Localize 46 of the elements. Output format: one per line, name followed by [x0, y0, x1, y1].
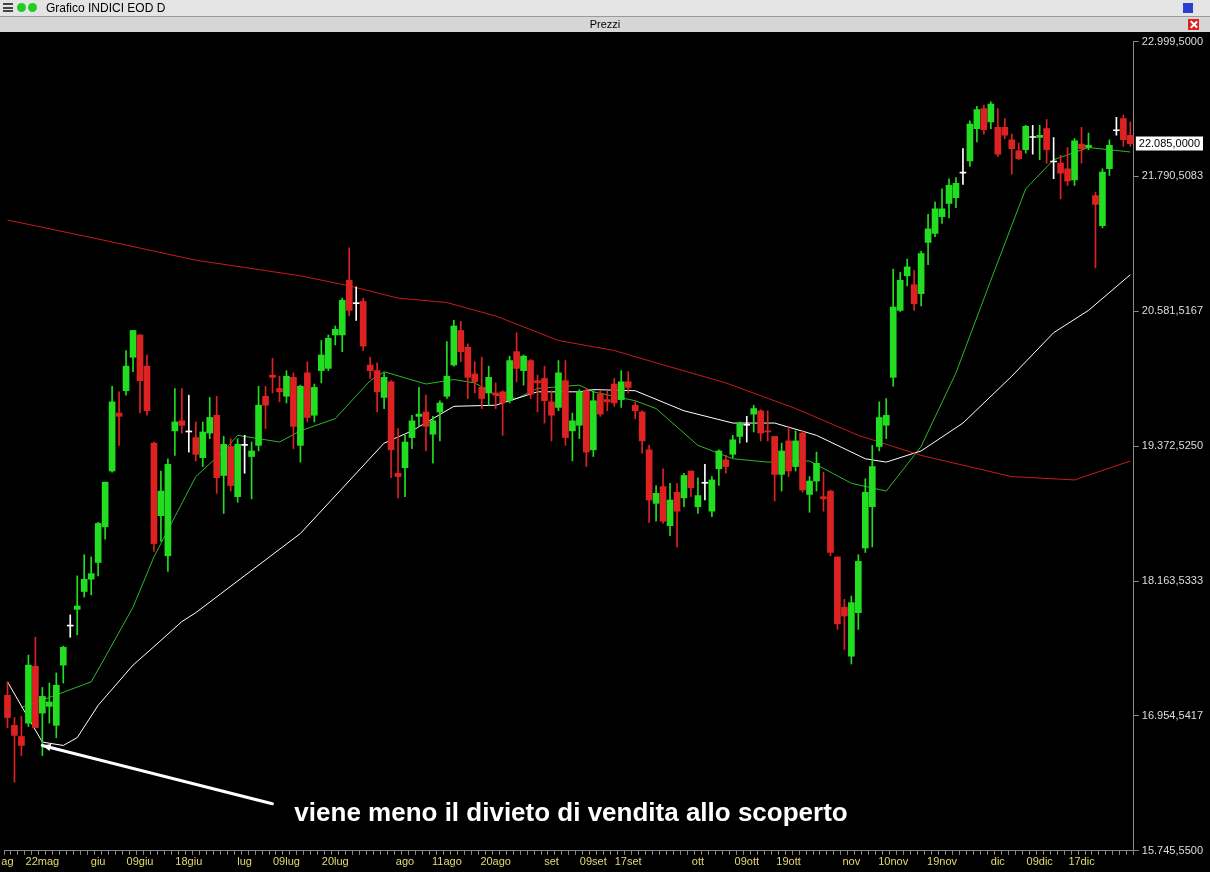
candlestick	[1029, 124, 1037, 155]
x-tick-label: 20lug	[321, 855, 349, 868]
y-tick-label: 15.745,5500	[1141, 843, 1203, 856]
y-tick-label: 20.581,5167	[1141, 304, 1203, 317]
candlestick	[352, 286, 360, 321]
x-tick-label: set	[544, 855, 559, 868]
y-tick-label: 16.954,5417	[1141, 708, 1203, 721]
x-tick-label: lug	[237, 855, 252, 868]
candlestick	[415, 387, 423, 427]
candlestick	[478, 356, 486, 409]
candlestick	[750, 404, 758, 433]
y-tick-label: 21.790,5083	[1141, 169, 1203, 182]
x-tick-label: ott	[691, 855, 705, 868]
chart-title: Grafico INDICI EOD D	[46, 0, 166, 16]
x-tick-label: dic	[990, 855, 1006, 868]
x-tick-label: ago	[395, 855, 415, 868]
x-tick-label: giu	[90, 855, 106, 868]
x-tick-label: 17set	[614, 855, 642, 868]
candlestick	[1036, 124, 1044, 161]
x-tick-label: ag	[1, 855, 14, 868]
x-tick-label: 19ott	[776, 855, 801, 868]
candlestick	[73, 575, 81, 636]
x-tick-label: 09giu	[126, 855, 154, 868]
x-tick-label: nov	[842, 855, 861, 868]
text: 22.085,0000	[1138, 136, 1200, 149]
candlestick	[959, 148, 967, 185]
x-tick-label: 09dic	[1026, 855, 1054, 868]
x-tick-label: 10nov	[878, 855, 909, 868]
x-tick-label: 09lug	[273, 855, 300, 868]
x-tick-label: 18giu	[175, 855, 203, 868]
x-tick-label: 20ago	[480, 855, 511, 868]
x-tick-label: 19nov	[927, 855, 958, 868]
x-tick-label: 11ago	[431, 855, 462, 868]
x-tick-label: 17dic	[1068, 855, 1096, 868]
y-tick-label: 19.372,5250	[1141, 439, 1203, 452]
candlestick	[701, 464, 709, 501]
candlestick	[1008, 133, 1016, 175]
candlestick	[743, 416, 751, 443]
candlestick	[178, 388, 186, 434]
annotation: viene meno il divieto di vendita allo scoperto	[294, 796, 848, 827]
text: Prezzi	[589, 18, 621, 30]
x-tick-label: 09set	[579, 855, 607, 868]
x-tick-label: 09ott	[734, 855, 759, 868]
x-tick-label: 22mag	[25, 855, 60, 868]
y-tick-label: 18.163,5333	[1141, 574, 1203, 587]
y-tick-label: 22.999,5000	[1141, 34, 1203, 47]
